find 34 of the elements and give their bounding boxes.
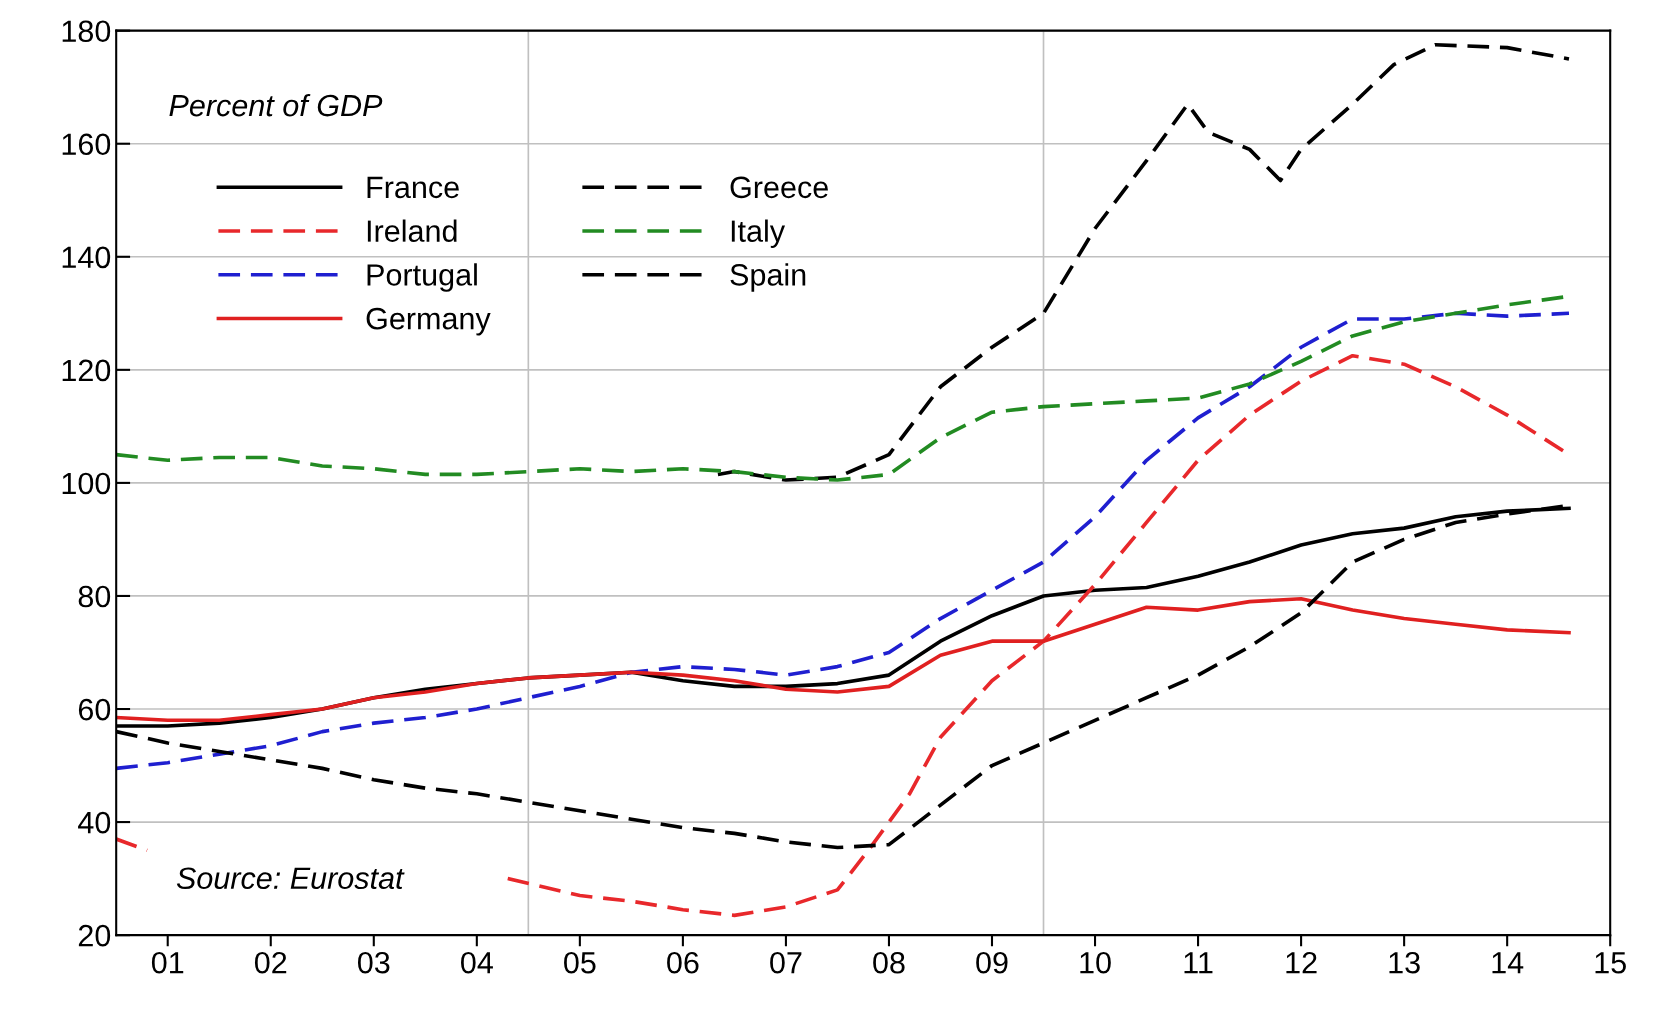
x-tick-label: 05 bbox=[564, 951, 596, 974]
x-tick-label: 11 bbox=[1184, 952, 1213, 974]
x-tick-label: 04 bbox=[461, 951, 493, 974]
legend-label: Portugal bbox=[367, 263, 477, 292]
y-tick-label: 160 bbox=[62, 133, 111, 156]
y-tick-label: 140 bbox=[62, 246, 111, 269]
y-tick-label: 120 bbox=[62, 359, 111, 382]
x-tick-label: 14 bbox=[1492, 952, 1524, 974]
legend-label: France bbox=[367, 176, 459, 199]
annotation: Source: Eurostat bbox=[176, 867, 405, 890]
line-series bbox=[716, 42, 1571, 482]
x-tick-label: 06 bbox=[667, 951, 699, 974]
annotation: Percent of GDP bbox=[169, 93, 383, 117]
x-tick-label: 10 bbox=[1080, 951, 1111, 974]
x-tick-label: 07 bbox=[770, 951, 802, 974]
legend-label: Germany bbox=[366, 307, 491, 336]
x-tick-label: 15 bbox=[1595, 952, 1626, 974]
y-tick-label: 180 bbox=[62, 20, 111, 43]
y-tick-label: 80 bbox=[78, 585, 111, 608]
x-tick-label: 02 bbox=[254, 951, 287, 974]
legend-label: Ireland bbox=[367, 219, 457, 242]
x-tick-label: 09 bbox=[976, 951, 1008, 974]
legend-label: Greece bbox=[730, 176, 828, 199]
y-tick-label: 60 bbox=[78, 698, 111, 721]
x-tick-label: 08 bbox=[873, 951, 905, 974]
x-tick-label: 01 bbox=[151, 951, 184, 974]
x-tick-label: 03 bbox=[357, 951, 390, 974]
y-tick-label: 40 bbox=[78, 811, 111, 834]
y-tick-label: 20 bbox=[78, 924, 111, 947]
y-tick-label: 100 bbox=[62, 472, 111, 495]
legend-label: Italy bbox=[731, 219, 786, 248]
x-tick-label: 12 bbox=[1286, 951, 1317, 974]
legend-label: Spain bbox=[730, 263, 806, 292]
x-tick-label: 13 bbox=[1389, 951, 1420, 974]
